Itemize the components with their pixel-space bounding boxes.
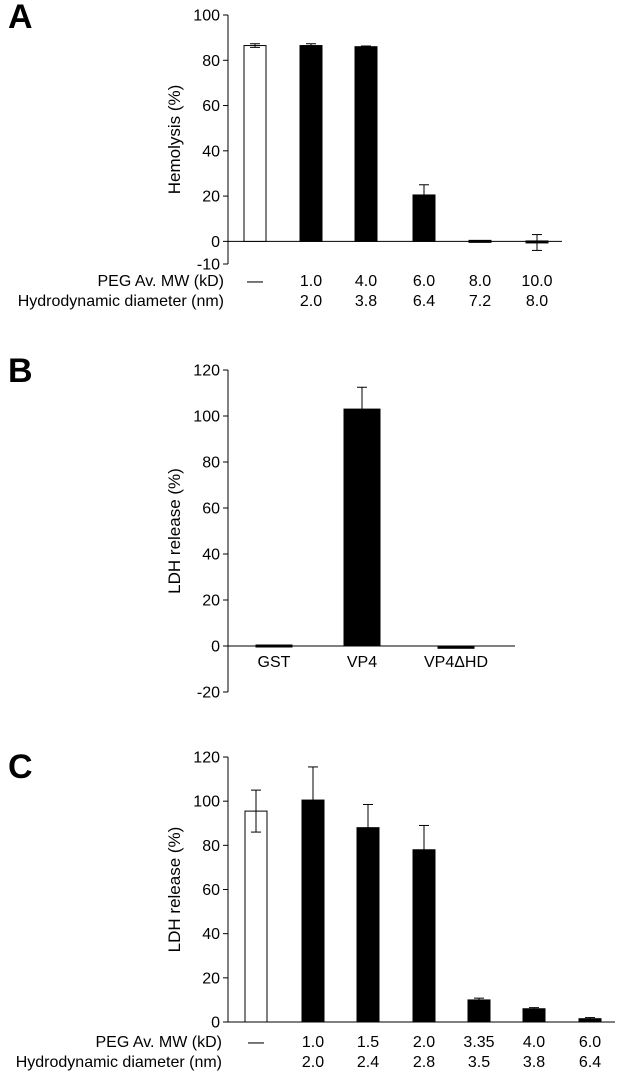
- row-value-c: 3.35: [463, 1034, 494, 1051]
- row-value-a: 7.2: [469, 293, 491, 310]
- row-value-a: 8.0: [526, 293, 548, 310]
- bar-c: [244, 810, 268, 1023]
- y-tick-label-a: 20: [202, 189, 220, 206]
- y-tick-label-b: 60: [202, 501, 220, 518]
- y-axis-title-b: LDH release (%): [165, 468, 184, 594]
- y-axis-title-a: Hemolysis (%): [165, 85, 184, 195]
- category-label-b: VP4ΔHD: [424, 654, 488, 671]
- row-value-c: 4.0: [523, 1034, 545, 1051]
- y-tick-label-c: 0: [211, 1015, 220, 1032]
- row-label-c: Hydrodynamic diameter (nm): [16, 1054, 222, 1071]
- chart-panel-c: 0 20 40 60 80 100 120 LDH release (%) PEG Av. MW…: [16, 750, 615, 1071]
- row-value-c: 6.4: [579, 1054, 601, 1071]
- panel-label-c: C: [8, 748, 33, 786]
- y-tick-label-a: 60: [202, 98, 220, 115]
- row-value-c: 2.4: [357, 1054, 379, 1071]
- bar-b: [343, 408, 381, 647]
- bar-c: [356, 827, 380, 1023]
- y-tick-label-b: 100: [193, 409, 220, 426]
- row-value-c: 3.8: [523, 1054, 545, 1071]
- bar-c: [412, 849, 436, 1023]
- y-tick-label-a: -10: [197, 257, 220, 274]
- row-value-a: 6.0: [413, 273, 435, 290]
- y-tick-label-b: 80: [202, 455, 220, 472]
- y-tick-label-a: 80: [202, 53, 220, 70]
- bar-a: [243, 45, 267, 242]
- row-value-c: 2.8: [413, 1054, 435, 1071]
- y-tick-label-a: 100: [193, 8, 220, 25]
- row-value-a: 8.0: [469, 273, 491, 290]
- row-value-a: 1.0: [300, 273, 322, 290]
- y-tick-label-c: 40: [202, 926, 220, 943]
- y-tick-label-c: 20: [202, 970, 220, 987]
- chart-panel-a: -10 0 20 40 60 80 100 Hemolysis (%) PEG Av. MW (…: [18, 8, 562, 310]
- row-value-c: 1.0: [302, 1034, 324, 1051]
- bar-a: [354, 46, 378, 242]
- panel-label-a: A: [8, 0, 33, 36]
- row-label-a: PEG Av. MW (kD): [97, 273, 224, 290]
- bar-b: [255, 644, 293, 648]
- y-tick-label-b: 0: [211, 639, 220, 656]
- y-tick-label-a: 40: [202, 143, 220, 160]
- row-label-a: Hydrodynamic diameter (nm): [18, 293, 224, 310]
- row-value-a: —: [247, 273, 263, 290]
- category-label-b: VP4: [347, 654, 377, 671]
- row-value-c: 2.0: [413, 1034, 435, 1051]
- row-value-c: 3.5: [468, 1054, 490, 1071]
- y-tick-label-c: 120: [193, 750, 220, 767]
- row-value-c: 1.5: [357, 1034, 379, 1051]
- bar-c: [522, 1008, 546, 1023]
- row-value-a: 4.0: [355, 273, 377, 290]
- row-value-a: 3.8: [355, 293, 377, 310]
- bar-a: [299, 45, 323, 242]
- row-value-c: 6.0: [579, 1034, 601, 1051]
- row-label-c: PEG Av. MW (kD): [95, 1034, 222, 1051]
- row-value-a: 6.4: [413, 293, 435, 310]
- y-tick-label-b: 20: [202, 593, 220, 610]
- y-tick-label-a: 0: [211, 234, 220, 251]
- y-tick-label-b: 40: [202, 547, 220, 564]
- y-tick-label-c: 100: [193, 794, 220, 811]
- row-value-a: 2.0: [300, 293, 322, 310]
- y-tick-label-c: 60: [202, 882, 220, 899]
- row-value-a: 10.0: [521, 273, 552, 290]
- bar-b: [437, 645, 475, 649]
- row-value-c: —: [248, 1034, 264, 1051]
- bar-c: [467, 999, 491, 1023]
- y-tick-label-b: 120: [193, 363, 220, 380]
- y-tick-label-c: 80: [202, 838, 220, 855]
- chart-panel-b: -20 0 20 40 60 80 100 120 LDH release (%) GST VP4 V…: [165, 363, 515, 702]
- row-value-c: 2.0: [302, 1054, 324, 1071]
- panel-label-b: B: [8, 352, 33, 390]
- y-axis-title-c: LDH release (%): [165, 827, 184, 953]
- y-tick-label-b: -20: [197, 685, 220, 702]
- category-label-b: GST: [258, 654, 291, 671]
